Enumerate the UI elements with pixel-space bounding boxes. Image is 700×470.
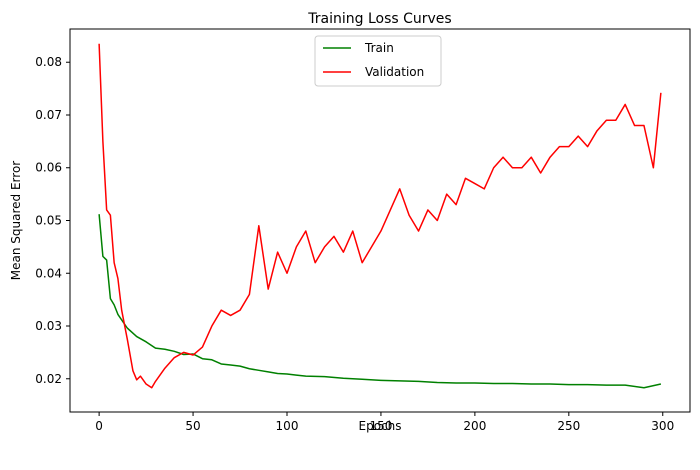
x-tick-label: 0 bbox=[95, 419, 103, 433]
x-tick-label: 200 bbox=[463, 419, 486, 433]
legend: Train Validation bbox=[314, 35, 442, 87]
x-tick-label: 100 bbox=[276, 419, 299, 433]
chart-title: Training Loss Curves bbox=[307, 11, 451, 27]
y-tick-label: 0.07 bbox=[35, 108, 62, 122]
y-tick-label: 0.04 bbox=[35, 266, 62, 280]
y-tick-label: 0.08 bbox=[35, 55, 62, 69]
y-tick-label: 0.05 bbox=[35, 214, 62, 228]
y-tick-label: 0.06 bbox=[35, 161, 62, 175]
x-tick-label: 250 bbox=[557, 419, 580, 433]
x-axis-label: Epochs bbox=[359, 419, 402, 433]
legend-label-train: Train bbox=[364, 41, 394, 55]
y-tick-label: 0.02 bbox=[35, 372, 62, 386]
x-tick-label: 50 bbox=[185, 419, 200, 433]
x-tick-label: 300 bbox=[651, 419, 674, 433]
series-line-validation bbox=[98, 43, 662, 389]
y-tick-label: 0.03 bbox=[35, 319, 62, 333]
y-axis-label: Mean Squared Error bbox=[9, 161, 23, 281]
series-line-train bbox=[98, 214, 662, 389]
legend-label-validation: Validation bbox=[365, 65, 424, 79]
x-tick-label: 150 bbox=[369, 419, 392, 433]
